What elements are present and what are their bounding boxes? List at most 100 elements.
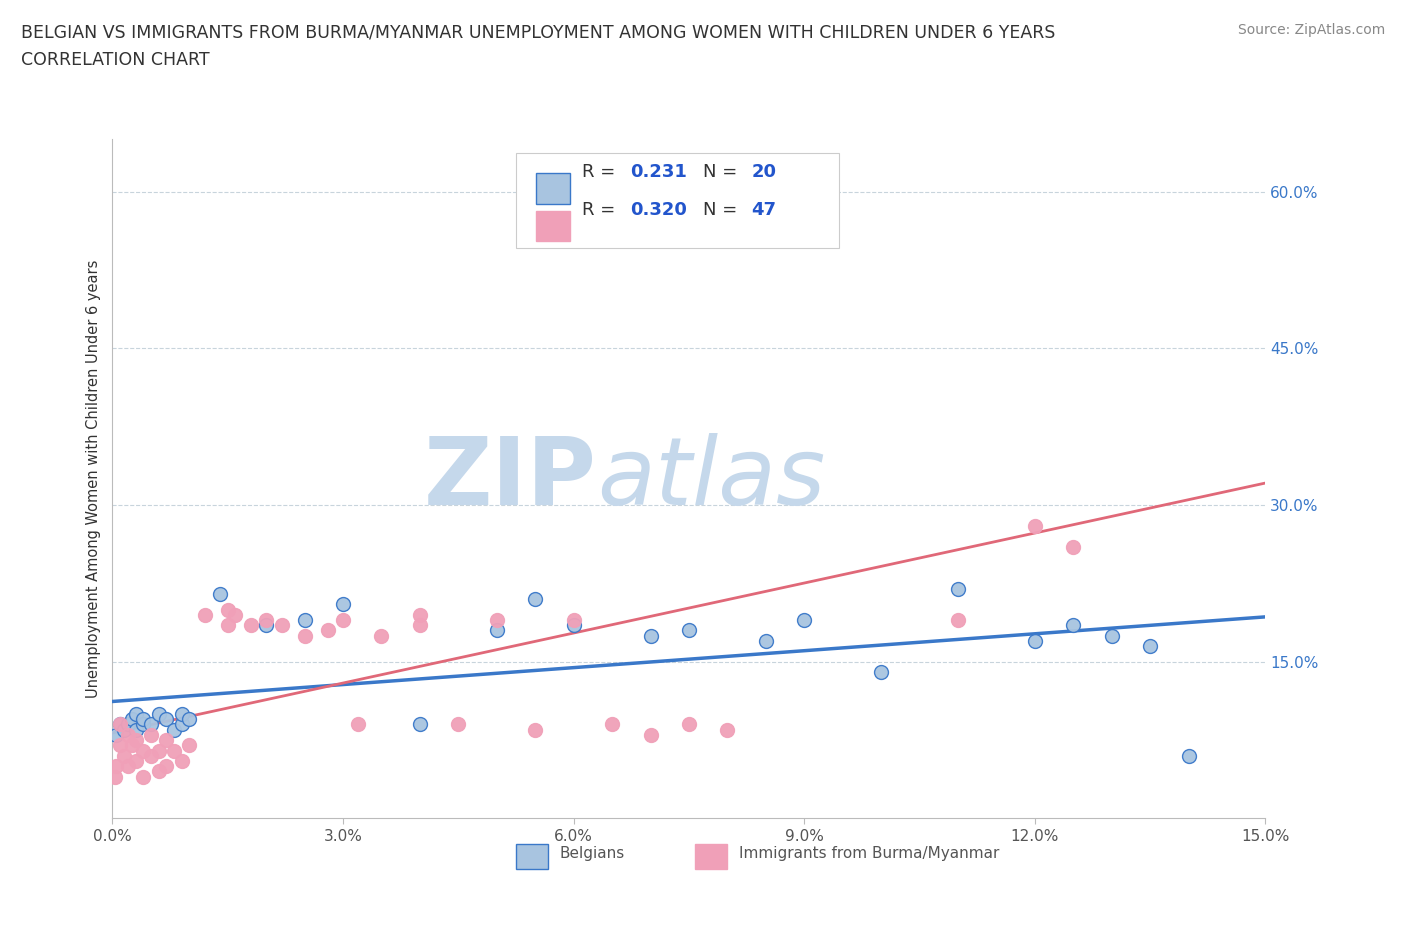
- Point: [1101, 628, 1123, 643]
- Point: [124, 753, 146, 768]
- Point: [139, 727, 162, 742]
- Point: [170, 753, 193, 768]
- FancyBboxPatch shape: [695, 844, 727, 870]
- Text: 47: 47: [751, 201, 776, 219]
- Point: [170, 707, 193, 722]
- Point: [1024, 519, 1046, 534]
- Point: [332, 613, 354, 628]
- Point: [678, 717, 700, 732]
- Point: [217, 618, 239, 632]
- Point: [1062, 539, 1084, 554]
- Point: [1062, 618, 1084, 632]
- Point: [562, 618, 585, 632]
- Text: 0.231: 0.231: [630, 164, 688, 181]
- Point: [121, 737, 143, 752]
- Point: [678, 623, 700, 638]
- Point: [524, 591, 547, 606]
- Point: [108, 717, 131, 732]
- Point: [316, 623, 339, 638]
- Point: [148, 764, 170, 778]
- Point: [294, 628, 316, 643]
- Point: [1177, 749, 1199, 764]
- Point: [132, 769, 155, 784]
- Point: [524, 723, 547, 737]
- Point: [132, 711, 155, 726]
- Point: [447, 717, 470, 732]
- Point: [132, 717, 155, 732]
- Point: [148, 743, 170, 758]
- Text: 20: 20: [751, 164, 776, 181]
- Point: [108, 737, 131, 752]
- FancyBboxPatch shape: [516, 844, 548, 870]
- FancyBboxPatch shape: [536, 174, 571, 204]
- Point: [1024, 633, 1046, 648]
- Point: [170, 717, 193, 732]
- Point: [409, 607, 432, 622]
- Point: [139, 717, 162, 732]
- Point: [239, 618, 262, 632]
- Point: [179, 711, 201, 726]
- Point: [105, 759, 128, 774]
- Point: [105, 727, 128, 742]
- Text: R =: R =: [582, 201, 620, 219]
- Point: [121, 711, 143, 726]
- Point: [562, 613, 585, 628]
- Point: [108, 717, 131, 732]
- Text: Immigrants from Burma/Myanmar: Immigrants from Burma/Myanmar: [738, 845, 998, 860]
- Text: Belgians: Belgians: [560, 845, 626, 860]
- Point: [254, 618, 277, 632]
- Point: [179, 737, 201, 752]
- Point: [117, 759, 139, 774]
- Point: [347, 717, 370, 732]
- Text: R =: R =: [582, 164, 620, 181]
- Point: [217, 602, 239, 617]
- FancyBboxPatch shape: [536, 211, 571, 242]
- Point: [209, 587, 232, 602]
- Point: [946, 581, 969, 596]
- Point: [332, 597, 354, 612]
- Point: [793, 206, 815, 220]
- Text: Source: ZipAtlas.com: Source: ZipAtlas.com: [1237, 23, 1385, 37]
- Point: [124, 723, 146, 737]
- Point: [640, 727, 662, 742]
- Point: [270, 618, 292, 632]
- Point: [155, 711, 177, 726]
- Point: [409, 717, 432, 732]
- Point: [124, 733, 146, 748]
- Point: [112, 723, 135, 737]
- Point: [755, 633, 778, 648]
- Point: [409, 618, 432, 632]
- Point: [163, 743, 186, 758]
- Point: [163, 723, 186, 737]
- Point: [870, 665, 893, 680]
- FancyBboxPatch shape: [516, 153, 839, 248]
- Text: BELGIAN VS IMMIGRANTS FROM BURMA/MYANMAR UNEMPLOYMENT AMONG WOMEN WITH CHILDREN : BELGIAN VS IMMIGRANTS FROM BURMA/MYANMAR…: [21, 23, 1056, 41]
- Point: [485, 623, 508, 638]
- Point: [946, 613, 969, 628]
- Text: atlas: atlas: [596, 433, 825, 525]
- Point: [117, 727, 139, 742]
- Point: [155, 759, 177, 774]
- Point: [793, 613, 815, 628]
- Point: [640, 628, 662, 643]
- Point: [139, 749, 162, 764]
- Point: [148, 707, 170, 722]
- Point: [294, 613, 316, 628]
- Point: [194, 607, 217, 622]
- Text: 0.320: 0.320: [630, 201, 688, 219]
- Point: [124, 707, 146, 722]
- Text: N =: N =: [703, 164, 742, 181]
- Point: [1139, 639, 1161, 654]
- Point: [600, 717, 623, 732]
- Text: CORRELATION CHART: CORRELATION CHART: [21, 51, 209, 69]
- Text: N =: N =: [703, 201, 742, 219]
- Point: [117, 717, 139, 732]
- Y-axis label: Unemployment Among Women with Children Under 6 years: Unemployment Among Women with Children U…: [86, 259, 101, 698]
- Point: [224, 607, 246, 622]
- Point: [132, 743, 155, 758]
- Point: [485, 613, 508, 628]
- Point: [716, 723, 738, 737]
- Point: [104, 769, 127, 784]
- Point: [254, 613, 277, 628]
- Point: [112, 749, 135, 764]
